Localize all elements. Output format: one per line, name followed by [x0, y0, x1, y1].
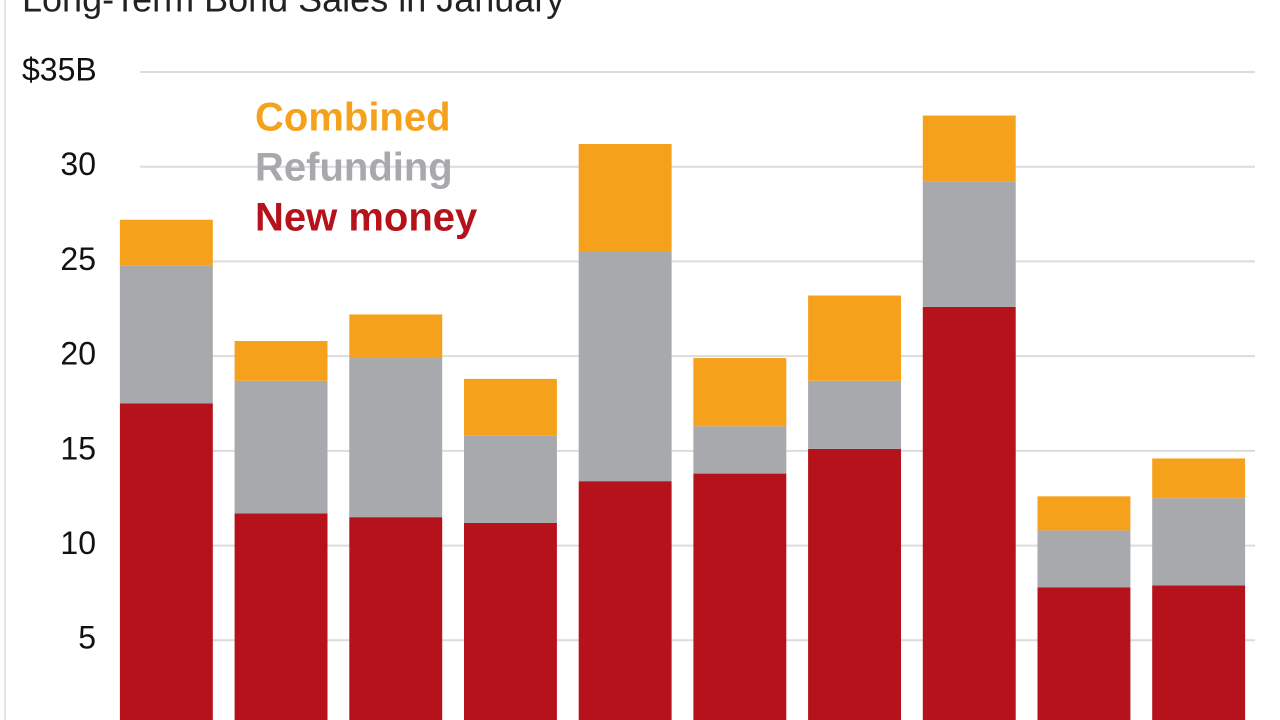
legend-label: New money [255, 196, 478, 240]
bar-segment [808, 295, 902, 381]
bar-segment [463, 435, 557, 523]
bar-segment [578, 481, 672, 720]
bar-segment [234, 513, 328, 720]
bar-segment [808, 380, 902, 449]
y-tick-label: 15 [60, 430, 96, 466]
bar-segment [808, 448, 902, 720]
y-tick-label: 25 [60, 241, 96, 277]
bar-segment [234, 380, 328, 514]
y-tick-label: 0 [78, 714, 96, 720]
bar-segment [1037, 530, 1131, 588]
bar-segment [1152, 498, 1246, 586]
legend-label: Combined [255, 96, 451, 140]
bar-segment [119, 265, 213, 404]
y-tick-label: 10 [60, 525, 96, 561]
bar-segment [922, 181, 1016, 307]
bar-segment [463, 378, 557, 436]
y-tick-label: 20 [60, 336, 96, 372]
bar-segment [578, 143, 672, 252]
y-tick-label: $35B [22, 51, 97, 87]
bar-segment [1152, 585, 1246, 720]
y-tick-label: 5 [78, 620, 96, 656]
bar-segment [234, 340, 328, 381]
bar-segment [693, 358, 787, 427]
bar-segment [1037, 587, 1131, 720]
bar-segment [922, 115, 1016, 182]
bar-segment [693, 426, 787, 474]
y-tick-label: 30 [60, 146, 96, 182]
legend-label: Refunding [255, 146, 453, 190]
bar-segment [463, 522, 557, 720]
bar-segment [922, 306, 1016, 720]
bar-segment [119, 219, 213, 266]
bar-segment [119, 403, 213, 720]
chart-title: Long-Term Bond Sales in January [22, 0, 564, 20]
bar-segment [693, 473, 787, 720]
bar-segment [1037, 496, 1131, 531]
bar-segment [1152, 458, 1246, 499]
bar-segment [349, 517, 443, 720]
bar-segment [578, 251, 672, 482]
bar-segment [349, 314, 443, 359]
bar-segment [349, 358, 443, 518]
